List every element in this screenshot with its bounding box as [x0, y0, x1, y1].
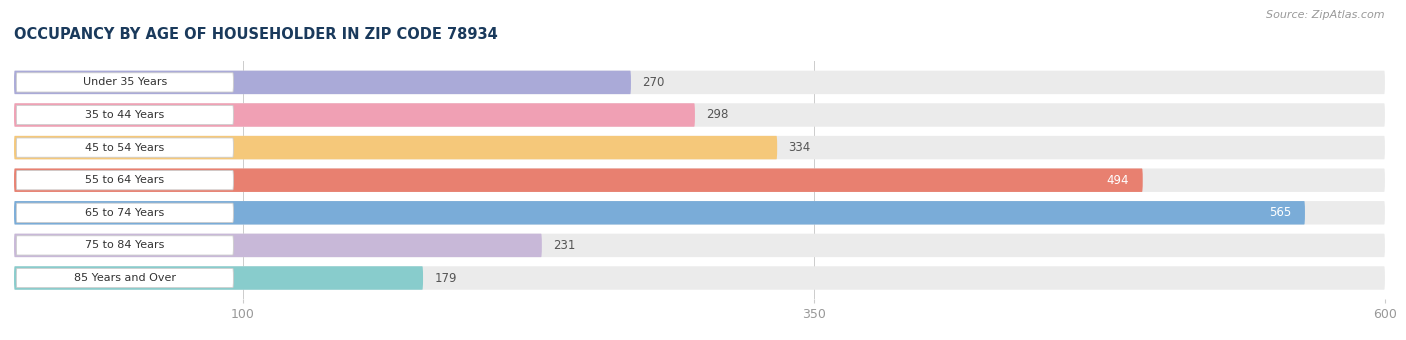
- FancyBboxPatch shape: [14, 168, 1385, 192]
- FancyBboxPatch shape: [17, 236, 233, 255]
- Text: 45 to 54 Years: 45 to 54 Years: [86, 142, 165, 153]
- Text: 179: 179: [434, 272, 457, 285]
- FancyBboxPatch shape: [14, 234, 1385, 257]
- FancyBboxPatch shape: [17, 138, 233, 157]
- FancyBboxPatch shape: [17, 203, 233, 222]
- Text: 85 Years and Over: 85 Years and Over: [75, 273, 176, 283]
- Text: 565: 565: [1270, 206, 1291, 219]
- Text: 298: 298: [706, 108, 728, 121]
- FancyBboxPatch shape: [14, 136, 778, 159]
- FancyBboxPatch shape: [14, 201, 1385, 224]
- FancyBboxPatch shape: [14, 168, 1143, 192]
- FancyBboxPatch shape: [14, 103, 695, 127]
- Text: Under 35 Years: Under 35 Years: [83, 78, 167, 87]
- Text: 231: 231: [554, 239, 575, 252]
- Text: 65 to 74 Years: 65 to 74 Years: [86, 208, 165, 218]
- Text: 494: 494: [1107, 174, 1129, 187]
- FancyBboxPatch shape: [14, 234, 541, 257]
- FancyBboxPatch shape: [17, 268, 233, 288]
- FancyBboxPatch shape: [14, 266, 423, 290]
- FancyBboxPatch shape: [14, 266, 1385, 290]
- Text: 270: 270: [643, 76, 665, 89]
- FancyBboxPatch shape: [17, 73, 233, 92]
- Text: 75 to 84 Years: 75 to 84 Years: [86, 240, 165, 250]
- Text: Source: ZipAtlas.com: Source: ZipAtlas.com: [1267, 10, 1385, 20]
- FancyBboxPatch shape: [14, 103, 1385, 127]
- FancyBboxPatch shape: [17, 105, 233, 125]
- FancyBboxPatch shape: [14, 201, 1305, 224]
- FancyBboxPatch shape: [14, 71, 631, 94]
- Text: 35 to 44 Years: 35 to 44 Years: [86, 110, 165, 120]
- Text: OCCUPANCY BY AGE OF HOUSEHOLDER IN ZIP CODE 78934: OCCUPANCY BY AGE OF HOUSEHOLDER IN ZIP C…: [14, 27, 498, 42]
- FancyBboxPatch shape: [14, 71, 1385, 94]
- Text: 55 to 64 Years: 55 to 64 Years: [86, 175, 165, 185]
- FancyBboxPatch shape: [17, 171, 233, 190]
- FancyBboxPatch shape: [14, 136, 1385, 159]
- Text: 334: 334: [789, 141, 811, 154]
